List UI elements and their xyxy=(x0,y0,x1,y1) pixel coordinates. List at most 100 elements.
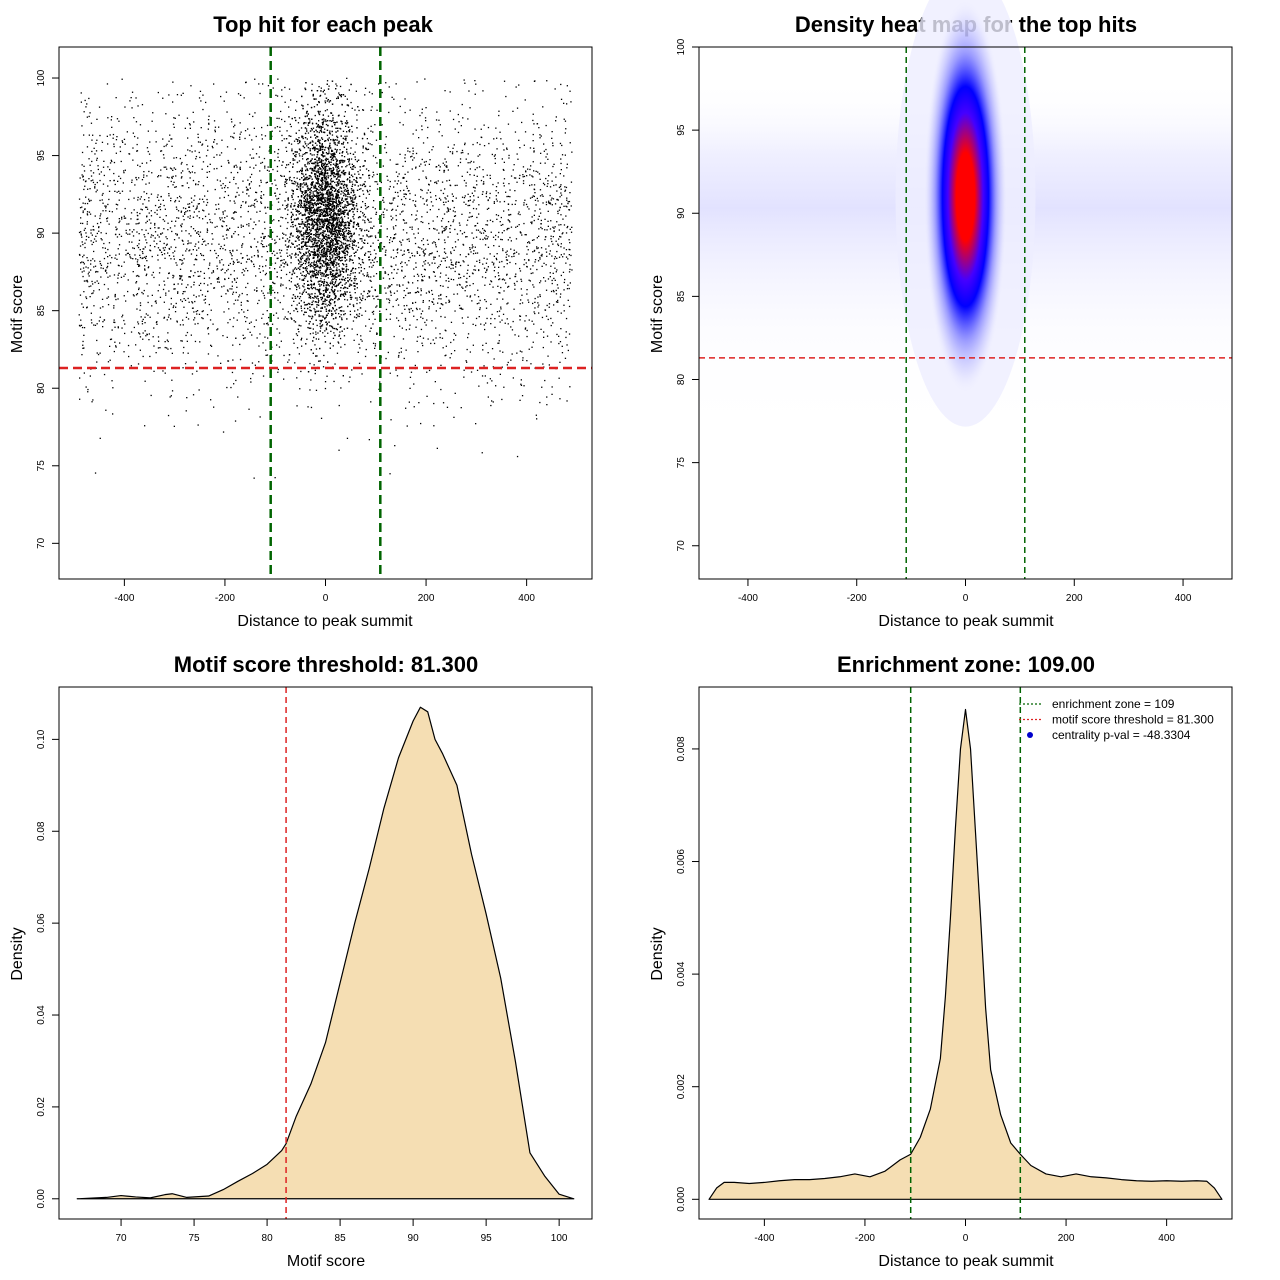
data-point xyxy=(362,235,364,237)
data-point xyxy=(342,180,345,183)
data-point xyxy=(350,255,352,257)
data-point xyxy=(550,290,553,293)
data-point xyxy=(186,248,188,250)
data-point xyxy=(277,208,279,211)
data-point xyxy=(272,289,274,291)
data-point xyxy=(557,299,559,302)
data-point xyxy=(86,223,88,225)
data-point xyxy=(319,360,321,362)
data-point xyxy=(136,150,139,152)
data-point xyxy=(390,215,392,217)
data-point xyxy=(160,150,162,152)
data-point xyxy=(494,326,496,328)
data-point xyxy=(381,248,384,250)
data-point xyxy=(233,212,235,214)
data-point xyxy=(513,308,515,310)
data-point xyxy=(106,83,109,85)
data-point xyxy=(158,206,160,209)
data-point xyxy=(284,120,286,123)
data-point xyxy=(367,127,369,130)
data-point xyxy=(513,282,516,285)
data-point xyxy=(347,105,350,107)
data-point xyxy=(459,158,462,160)
data-point xyxy=(192,111,194,113)
data-point xyxy=(467,336,469,339)
data-point xyxy=(218,126,220,128)
data-point xyxy=(300,261,302,263)
data-point xyxy=(428,254,430,256)
data-point xyxy=(262,83,264,85)
data-point xyxy=(319,130,321,132)
data-point xyxy=(202,185,205,187)
data-point xyxy=(320,327,322,329)
data-point xyxy=(198,389,200,391)
data-point xyxy=(483,267,486,269)
data-point xyxy=(301,345,303,347)
data-point xyxy=(206,228,208,230)
data-point xyxy=(210,344,212,346)
data-point xyxy=(370,217,372,219)
data-point xyxy=(84,208,86,210)
data-point xyxy=(232,293,234,295)
data-point xyxy=(169,396,171,398)
data-point xyxy=(291,215,293,217)
data-point xyxy=(551,197,553,199)
data-point xyxy=(206,176,208,178)
data-point xyxy=(539,208,541,210)
data-point xyxy=(283,378,285,380)
data-point xyxy=(452,264,454,266)
data-point xyxy=(266,181,268,183)
data-point xyxy=(238,294,241,296)
data-point xyxy=(461,175,463,177)
data-point xyxy=(564,132,566,134)
data-point xyxy=(376,173,378,175)
data-point xyxy=(558,335,560,337)
data-point xyxy=(208,122,210,124)
data-point xyxy=(280,269,283,271)
data-point xyxy=(493,138,495,140)
data-point xyxy=(440,303,442,305)
data-point xyxy=(503,230,505,232)
data-point xyxy=(90,319,93,321)
data-point xyxy=(148,182,150,184)
data-point xyxy=(248,322,251,324)
data-point xyxy=(116,282,119,284)
data-point xyxy=(493,245,495,247)
data-point xyxy=(484,375,486,377)
data-point xyxy=(162,288,165,291)
data-point xyxy=(485,238,487,240)
data-point xyxy=(444,164,446,166)
data-point xyxy=(402,229,405,231)
data-point xyxy=(502,249,504,252)
data-point xyxy=(167,340,169,343)
data-point xyxy=(248,223,250,225)
data-point xyxy=(344,226,346,228)
data-point xyxy=(521,294,523,296)
data-point xyxy=(445,274,447,276)
data-point xyxy=(449,231,451,233)
data-point xyxy=(101,239,103,241)
data-point xyxy=(226,386,228,389)
data-point xyxy=(453,215,456,217)
data-point xyxy=(526,253,528,255)
data-point xyxy=(448,179,451,181)
data-point xyxy=(258,83,260,85)
data-point xyxy=(137,105,139,107)
data-point xyxy=(499,201,501,203)
data-point xyxy=(535,204,537,206)
data-point xyxy=(185,211,187,213)
data-point xyxy=(165,292,167,294)
data-point xyxy=(286,179,288,181)
data-point xyxy=(370,280,372,282)
data-point xyxy=(313,267,315,269)
data-point xyxy=(163,145,165,148)
data-point xyxy=(246,188,248,190)
data-point xyxy=(216,278,219,280)
data-point xyxy=(266,251,269,253)
data-point xyxy=(154,246,156,248)
data-point xyxy=(359,169,361,171)
data-point xyxy=(166,176,168,178)
data-point xyxy=(150,236,152,238)
data-point xyxy=(315,288,317,291)
data-point xyxy=(404,319,407,321)
